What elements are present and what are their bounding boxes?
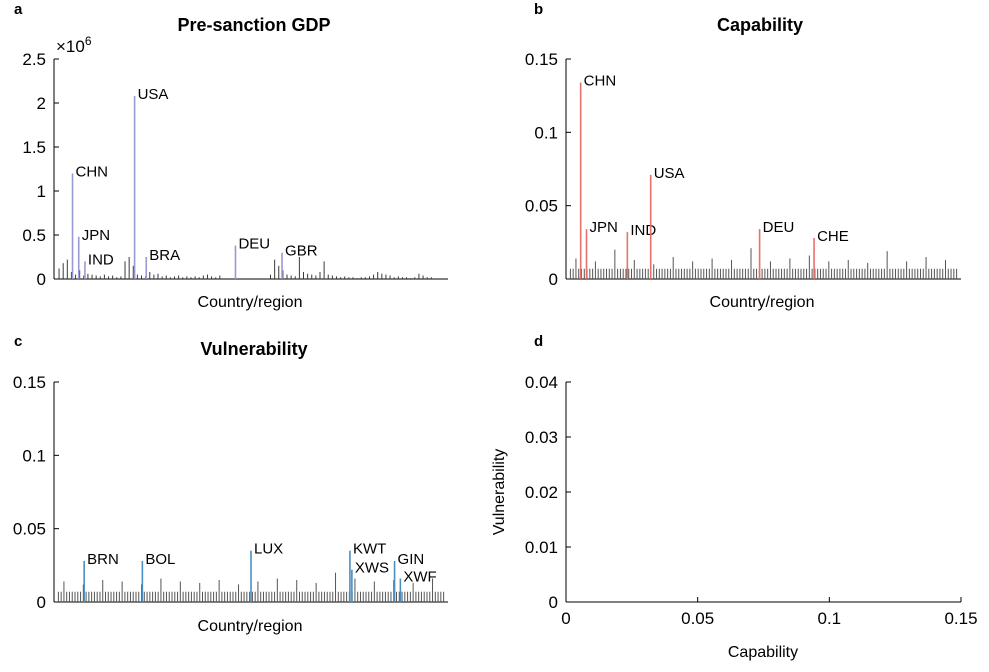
x-axis-label-b: Country/region: [710, 294, 815, 311]
exponent-label-a: ×106: [56, 34, 92, 56]
bar-label-ind: IND: [88, 251, 114, 268]
y-tick-label: 1: [37, 182, 46, 201]
bar-label-deu: DEU: [238, 236, 270, 253]
y-tick-label: 0: [549, 270, 558, 289]
x-tick-label: 0: [561, 609, 570, 628]
plot-a: 0 0.5 1 1.5 2 2.5 CHN JPN IND USA BRA DEU GBR: [22, 50, 448, 289]
chart-title-b: Capability: [717, 15, 803, 35]
bar-label-gin: GIN: [398, 551, 425, 568]
bar-label-gbr: GBR: [285, 243, 318, 260]
x-tick-label: 0.1: [818, 609, 842, 628]
x-tick-label: 0.15: [944, 609, 977, 628]
y-tick-label: 0.01: [525, 538, 558, 557]
bar-label-lux: LUX: [254, 541, 283, 558]
bar-label-chn: CHN: [76, 163, 109, 180]
y-tick-label: 0.1: [22, 446, 46, 465]
bar-label-usa: USA: [654, 165, 685, 182]
x-tick-label: 0.05: [681, 609, 714, 628]
y-tick-label: 2.5: [22, 50, 46, 69]
bar-label-brn: BRN: [87, 551, 119, 568]
bar-label-jpn: JPN: [590, 219, 618, 236]
chart-title-a: Pre-sanction GDP: [177, 15, 330, 35]
plot-layer: 0 0.5 1 1.5 2 2.5 CHN JPN IND USA BRA DEU GBR 0 0.05 0.…: [13, 50, 978, 628]
y-axis-label-d: Vulnerability: [491, 449, 508, 536]
y-tick-label: 2: [37, 94, 46, 113]
chart-title-c: Vulnerability: [200, 339, 307, 359]
bar-label-xws: XWS: [355, 560, 389, 577]
panel-a: a Pre-sanction GDP ×106 Country/region: [14, 1, 331, 311]
y-tick-label: 0.05: [525, 197, 558, 216]
y-tick-label: 0: [37, 270, 46, 289]
panel-letter-a: a: [14, 1, 23, 18]
bar-label-deu: DEU: [763, 219, 795, 236]
panel-letter-d: d: [534, 333, 543, 350]
panel-letter-b: b: [534, 1, 543, 18]
x-axis-label-d: Capability: [728, 644, 798, 661]
y-tick-label: 0.1: [534, 123, 558, 142]
bar-label-chn: CHN: [584, 72, 617, 89]
panel-d: d Capability Vulnerability: [491, 333, 798, 661]
bar-label-bol: BOL: [145, 551, 175, 568]
bar-label-xwf: XWF: [403, 569, 436, 586]
bar-label-usa: USA: [138, 86, 169, 103]
x-axis-label-c: Country/region: [198, 618, 303, 635]
y-tick-label: 0.04: [525, 373, 558, 392]
y-tick-label: 0.15: [13, 373, 46, 392]
plot-b: 0 0.05 0.1 0.15 CHN JPN IND USA DEU CHE: [525, 50, 961, 289]
panel-b: b Capability Country/region: [534, 1, 814, 311]
bar-label-jpn: JPN: [82, 227, 110, 244]
y-tick-label: 0: [549, 593, 558, 612]
y-tick-label: 0.05: [13, 520, 46, 539]
panel-c: c Vulnerability Country/region: [14, 333, 308, 635]
bar-label-ind: IND: [630, 222, 656, 239]
y-tick-label: 0.15: [525, 50, 558, 69]
plot-d: 0 0.01 0.02 0.03 0.04 0 0.05 0.1 0.15: [525, 373, 978, 628]
y-tick-label: 0.5: [22, 226, 46, 245]
y-tick-label: 0.03: [525, 428, 558, 447]
bar-label-kwt: KWT: [353, 541, 386, 558]
bar-label-che: CHE: [817, 228, 849, 245]
panel-letter-c: c: [14, 333, 22, 350]
y-tick-label: 1.5: [22, 138, 46, 157]
y-tick-label: 0.02: [525, 483, 558, 502]
x-axis-label-a: Country/region: [198, 294, 303, 311]
bar-label-bra: BRA: [149, 247, 180, 264]
y-tick-label: 0: [37, 593, 46, 612]
